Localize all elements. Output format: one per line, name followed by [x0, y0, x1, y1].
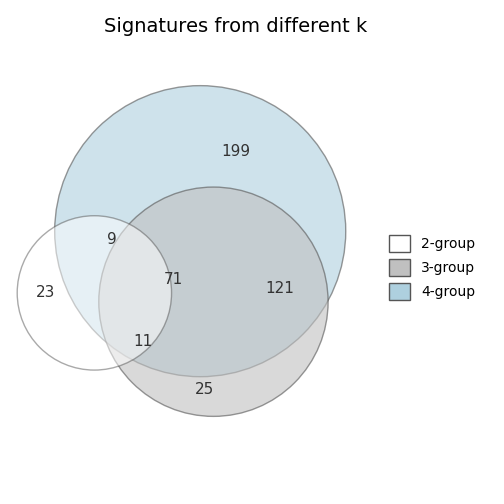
- Text: 71: 71: [164, 272, 183, 287]
- Text: 11: 11: [133, 334, 153, 349]
- Text: 199: 199: [221, 144, 250, 159]
- Text: 23: 23: [36, 285, 55, 300]
- Legend: 2-group, 3-group, 4-group: 2-group, 3-group, 4-group: [384, 229, 481, 305]
- Circle shape: [99, 187, 328, 416]
- Title: Signatures from different k: Signatures from different k: [104, 17, 367, 36]
- Text: 121: 121: [265, 281, 294, 296]
- Circle shape: [17, 216, 171, 370]
- Text: 9: 9: [107, 232, 117, 247]
- Text: 25: 25: [195, 383, 214, 398]
- Circle shape: [55, 86, 346, 376]
